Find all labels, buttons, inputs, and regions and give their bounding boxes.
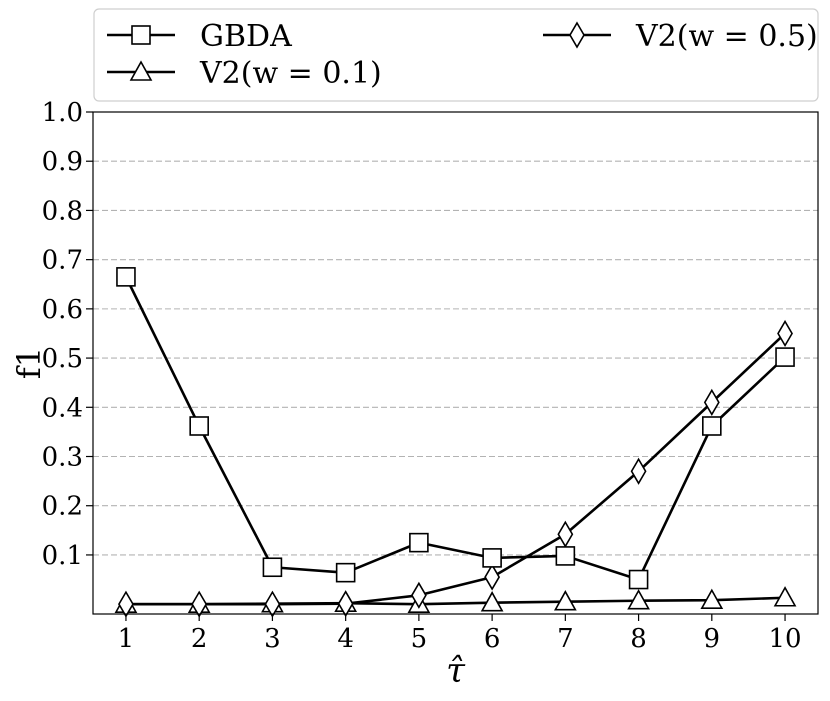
legend-entry: GBDA bbox=[107, 19, 292, 54]
diamond-marker bbox=[264, 590, 281, 618]
legend-entry: V2(w = 0.5) bbox=[543, 19, 818, 54]
y-tick-label: 0.8 bbox=[42, 196, 83, 226]
series-triangle bbox=[114, 586, 797, 613]
legend-label: V2(w = 0.1) bbox=[199, 56, 382, 91]
y-tick-label: 1.0 bbox=[42, 98, 83, 128]
x-tick-label: 3 bbox=[264, 624, 281, 654]
triangle-marker bbox=[773, 586, 797, 607]
square-marker bbox=[702, 416, 722, 436]
legend-label: V2(w = 0.5) bbox=[635, 19, 818, 54]
x-tick-label: 5 bbox=[411, 624, 428, 654]
series-line bbox=[125, 332, 786, 606]
triangle-marker bbox=[480, 591, 504, 612]
y-tick-label: 0.3 bbox=[42, 443, 83, 473]
square-marker bbox=[335, 562, 356, 583]
square-marker bbox=[482, 548, 502, 568]
x-tick-label: 2 bbox=[191, 624, 208, 654]
grid-lines bbox=[93, 111, 818, 556]
diamond-marker bbox=[410, 581, 427, 609]
y-tick-label: 0.1 bbox=[42, 541, 83, 571]
x-tick-label: 9 bbox=[704, 624, 721, 654]
diamond-marker bbox=[337, 590, 354, 618]
legend-box bbox=[93, 8, 819, 102]
diamond-marker bbox=[569, 21, 585, 49]
square-marker bbox=[189, 416, 209, 436]
diamond-marker bbox=[484, 563, 501, 591]
y-tick-label: 0.6 bbox=[42, 295, 83, 325]
diamond-marker bbox=[557, 520, 574, 548]
x-tick-label: 8 bbox=[630, 624, 647, 654]
y-tick-label: 0.4 bbox=[42, 393, 83, 423]
square-marker bbox=[116, 267, 136, 287]
y-axis-label: f1 bbox=[10, 347, 48, 379]
plot-frame bbox=[92, 111, 819, 615]
triangle-marker bbox=[700, 588, 724, 610]
y-tick-label: 0.7 bbox=[42, 246, 83, 276]
y-tick-label: 0.5 bbox=[42, 344, 83, 374]
square-marker bbox=[262, 557, 283, 578]
diamond-marker bbox=[777, 319, 793, 348]
x-axis-label: τ̂ bbox=[446, 651, 466, 691]
square-marker bbox=[131, 25, 151, 45]
series-layer bbox=[114, 267, 797, 618]
diamond-marker bbox=[703, 388, 720, 416]
y-tick-label: 0.9 bbox=[42, 147, 83, 177]
square-marker bbox=[775, 347, 795, 367]
legend-label: GBDA bbox=[200, 19, 292, 54]
x-tick-label: 4 bbox=[337, 624, 354, 654]
diamond-marker bbox=[630, 457, 647, 485]
series-line bbox=[124, 276, 786, 581]
x-tick-label: 7 bbox=[557, 624, 574, 654]
triangle-marker bbox=[627, 589, 650, 610]
triangle-marker bbox=[129, 60, 153, 81]
triangle-marker bbox=[553, 590, 577, 611]
series-diamond bbox=[118, 319, 793, 618]
x-tick-label: 6 bbox=[484, 624, 501, 654]
square-marker bbox=[628, 569, 649, 590]
legend-entry: V2(w = 0.1) bbox=[107, 56, 382, 91]
x-tick-label: 1 bbox=[118, 624, 135, 654]
series-square bbox=[116, 267, 795, 590]
square-marker bbox=[409, 532, 429, 553]
square-marker bbox=[555, 546, 576, 566]
axis-ticks: 0.1 0.2 0.3 0.4 0.5 0.6 0.7 0.8 0.9 1.0 1 2 3 4 5 6 7 8 9 1… bbox=[42, 98, 802, 654]
x-tick-label: 10 bbox=[768, 624, 801, 654]
y-tick-label: 0.2 bbox=[42, 492, 83, 522]
